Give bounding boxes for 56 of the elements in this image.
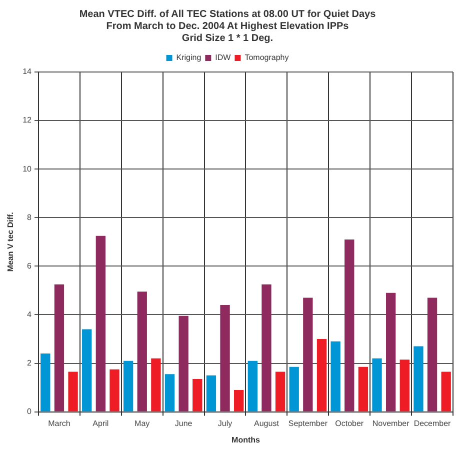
- x-tick-label: December: [414, 418, 452, 428]
- bar: [303, 298, 313, 412]
- y-tick-label: 8: [27, 212, 32, 222]
- bar: [220, 305, 230, 412]
- bar: [386, 292, 396, 412]
- bar: [358, 366, 368, 412]
- bar: [110, 369, 120, 412]
- text: From March to Dec. 2004 At Highest Elevation IPPs: [106, 20, 349, 32]
- y-tick-label: 12: [22, 116, 32, 125]
- y-axis-title: Mean V tec Diff.: [6, 212, 16, 272]
- bar: [178, 316, 188, 412]
- bar: [82, 329, 92, 412]
- bar: [54, 284, 64, 412]
- bar: [427, 298, 438, 412]
- x-tick-label: August: [254, 418, 280, 428]
- bar: [414, 346, 424, 412]
- bar: [96, 236, 106, 412]
- x-tick-label: November: [372, 418, 410, 428]
- legend-label: Kriging: [176, 53, 202, 62]
- y-tick-label: 0: [27, 407, 32, 416]
- x-tick-label: May: [134, 418, 150, 428]
- y-tick-label: 10: [22, 164, 32, 174]
- bar: [344, 239, 354, 412]
- bar: [234, 390, 244, 412]
- x-tick-label: September: [288, 418, 328, 428]
- bar: [137, 292, 147, 412]
- y-tick-label: 14: [22, 67, 32, 76]
- y-tick-label: 6: [27, 261, 32, 270]
- bar: [164, 374, 175, 412]
- y-tick-label: 2: [27, 358, 32, 368]
- x-tick-label: March: [48, 418, 70, 428]
- bar: [248, 360, 258, 412]
- bar: [68, 372, 78, 412]
- bar: [330, 341, 340, 412]
- bar: [400, 360, 410, 412]
- bar: [262, 284, 272, 412]
- x-tick-label: October: [335, 418, 364, 428]
- text: Grid Size 1 * 1 Deg.: [182, 32, 274, 44]
- bar: [316, 338, 327, 412]
- legend-label: IDW: [215, 53, 232, 62]
- legend-label: Tomography: [244, 53, 289, 62]
- bar: [151, 358, 161, 412]
- x-tick-label: April: [92, 418, 109, 428]
- bar: [289, 366, 299, 412]
- x-tick-label: June: [174, 418, 193, 428]
- bar: [123, 360, 134, 412]
- text: Mean VTEC Diff. of All TEC Stations at 08.00 UT for Quiet Days: [79, 8, 376, 20]
- bar: [40, 354, 50, 412]
- bar: [206, 375, 216, 412]
- bar: [441, 372, 451, 412]
- y-tick-label: 4: [27, 310, 32, 319]
- x-tick-label: July: [218, 418, 232, 428]
- bar: [275, 372, 286, 412]
- bar: [372, 358, 382, 412]
- x-axis-title: Months: [232, 435, 261, 444]
- bar: [192, 379, 202, 412]
